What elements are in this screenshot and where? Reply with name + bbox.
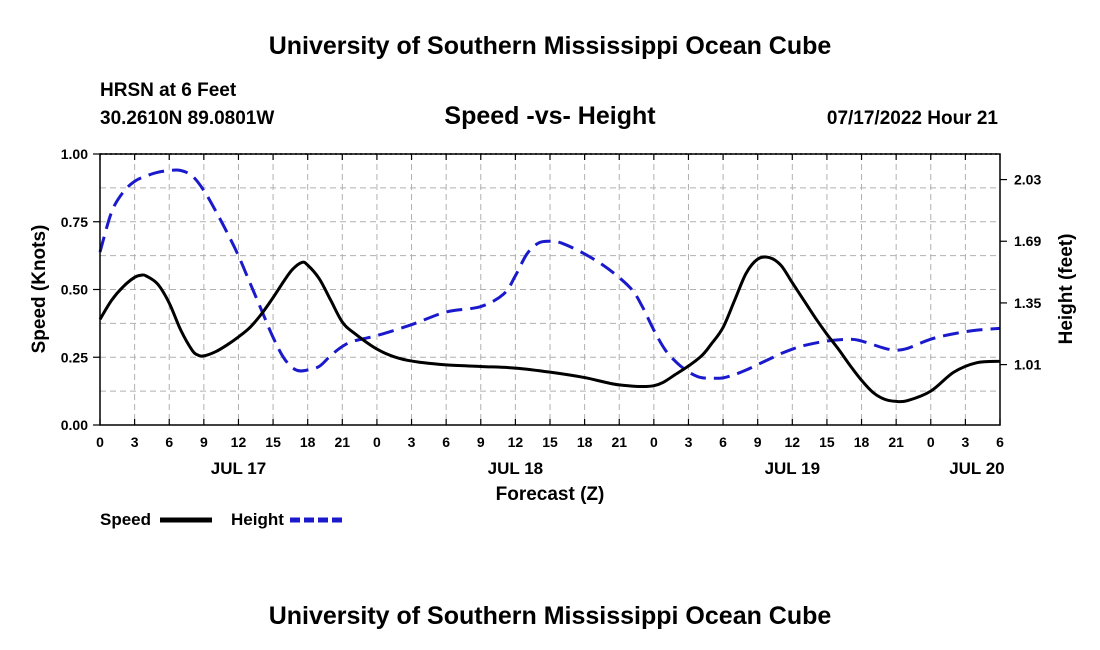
x-tick-label: 12 (508, 434, 524, 450)
axes: 0 3 6 9 12 15 18 21 0 3 6 9 12 15 18 21 0 3 6 9 12 15 18 21 0 3 6 0… (61, 146, 1042, 478)
x-tick-label: 21 (335, 434, 351, 450)
series-layer (98, 168, 1001, 404)
x-tick-label: 3 (408, 434, 416, 450)
x-tick-label: 18 (300, 434, 316, 450)
station-label: HRSN at 6 Feet (100, 80, 237, 101)
speed-series-line (98, 255, 1001, 404)
date-label: JUL 18 (488, 459, 543, 478)
y-tick-label: 0.50 (61, 282, 88, 298)
x-tick-label: 21 (888, 434, 904, 450)
y-tick-label: 0.75 (61, 214, 88, 230)
x-tick-label: 15 (542, 434, 558, 450)
y-axis-label: Speed (Knots) (29, 225, 50, 354)
x-tick-label: 12 (785, 434, 801, 450)
footer-title: University of Southern Mississippi Ocean… (269, 602, 832, 630)
date-label: JUL 19 (765, 459, 820, 478)
chart-title: Speed -vs- Height (444, 102, 656, 130)
date-label: JUL 17 (211, 459, 266, 478)
x-tick-label: 15 (819, 434, 835, 450)
y2-tick-label: 1.69 (1014, 233, 1041, 249)
x-axis-label: Forecast (Z) (496, 484, 605, 505)
x-tick-label: 3 (131, 434, 139, 450)
y-tick-label: 0.00 (61, 417, 88, 433)
x-tick-label: 18 (854, 434, 870, 450)
y-tick-label: 1.00 (61, 146, 88, 162)
x-tick-label: 6 (996, 434, 1004, 450)
x-tick-label: 9 (477, 434, 485, 450)
y2-tick-label: 1.35 (1014, 295, 1041, 311)
x-tick-label: 18 (577, 434, 593, 450)
x-tick-label: 6 (719, 434, 727, 450)
date-label: JUL 20 (949, 459, 1004, 478)
x-tick-label: 3 (685, 434, 693, 450)
x-tick-label: 0 (373, 434, 381, 450)
x-tick-label: 9 (200, 434, 208, 450)
y-tick-label: 0.25 (61, 349, 88, 365)
legend-height-label: Height (231, 510, 284, 529)
coordinates-label: 30.2610N 89.0801W (100, 108, 274, 129)
legend-speed-label: Speed (100, 510, 151, 529)
x-tick-label: 3 (961, 434, 969, 450)
x-tick-label: 21 (611, 434, 627, 450)
datetime-label: 07/17/2022 Hour 21 (827, 108, 999, 129)
x-tick-label: 0 (927, 434, 935, 450)
x-tick-label: 15 (265, 434, 281, 450)
height-series-line (98, 168, 1001, 380)
x-tick-label: 0 (96, 434, 104, 450)
page-title: University of Southern Mississippi Ocean… (269, 32, 832, 60)
x-tick-label: 0 (650, 434, 658, 450)
y2-tick-label: 2.03 (1014, 172, 1041, 188)
grid (100, 154, 1000, 425)
x-tick-label: 9 (754, 434, 762, 450)
x-tick-label: 12 (231, 434, 247, 450)
x-tick-label: 6 (442, 434, 450, 450)
y2-tick-label: 1.01 (1014, 357, 1041, 373)
y2-axis-label: Height (feet) (1056, 234, 1077, 345)
legend: Speed Height (100, 510, 342, 529)
x-tick-label: 6 (165, 434, 173, 450)
